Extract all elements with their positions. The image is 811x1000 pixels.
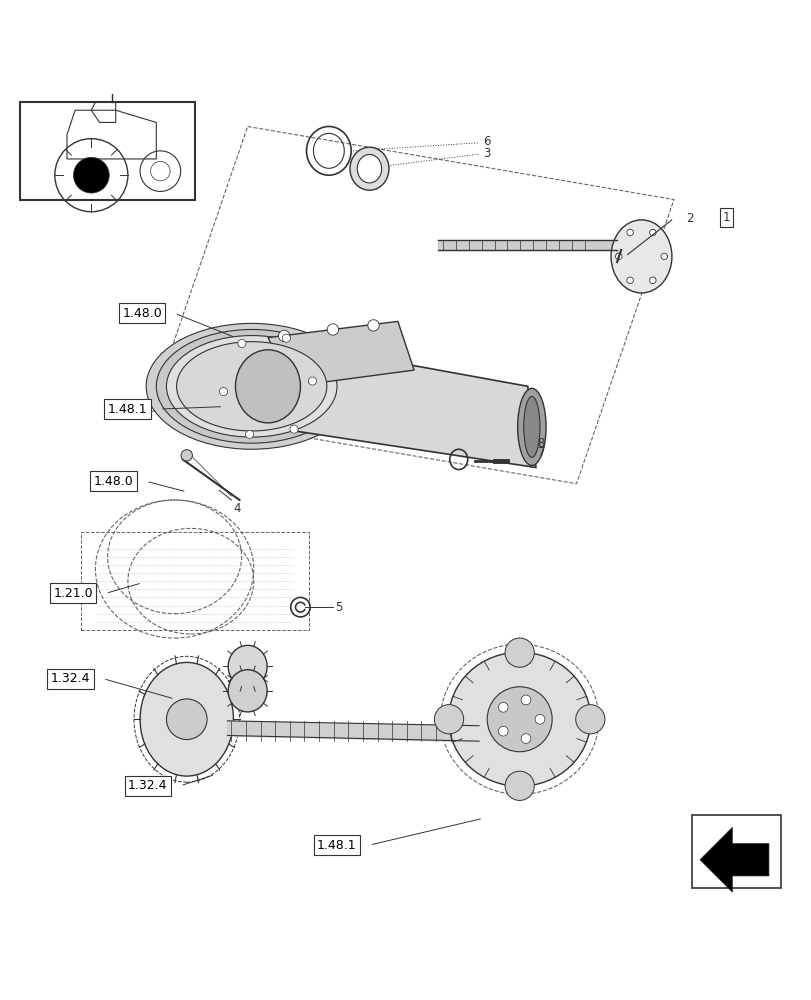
Ellipse shape xyxy=(350,147,388,190)
Circle shape xyxy=(534,714,544,724)
Ellipse shape xyxy=(156,329,346,443)
Ellipse shape xyxy=(235,350,300,423)
Circle shape xyxy=(649,229,655,236)
Circle shape xyxy=(626,277,633,284)
Circle shape xyxy=(504,638,534,667)
Circle shape xyxy=(649,277,655,284)
Text: 7: 7 xyxy=(537,446,544,459)
Circle shape xyxy=(238,339,246,348)
Circle shape xyxy=(74,157,109,193)
Circle shape xyxy=(290,425,298,433)
Ellipse shape xyxy=(228,670,267,712)
Ellipse shape xyxy=(357,154,381,183)
Polygon shape xyxy=(260,338,535,468)
Ellipse shape xyxy=(139,662,234,776)
Circle shape xyxy=(308,377,316,385)
Circle shape xyxy=(615,253,621,260)
Ellipse shape xyxy=(523,396,539,457)
Circle shape xyxy=(181,450,192,461)
Text: 1.48.0: 1.48.0 xyxy=(122,307,161,320)
Text: 3: 3 xyxy=(483,147,490,160)
Circle shape xyxy=(219,388,227,396)
Bar xyxy=(20,102,195,200)
Ellipse shape xyxy=(146,323,357,449)
Ellipse shape xyxy=(228,645,267,688)
Polygon shape xyxy=(268,321,414,386)
Circle shape xyxy=(487,687,551,752)
Text: 1.48.1: 1.48.1 xyxy=(317,839,356,852)
Text: 8: 8 xyxy=(537,437,544,450)
Ellipse shape xyxy=(611,220,671,293)
Circle shape xyxy=(278,330,290,342)
Circle shape xyxy=(282,334,290,342)
Ellipse shape xyxy=(517,388,546,465)
Text: 2: 2 xyxy=(685,212,693,225)
Circle shape xyxy=(504,771,534,800)
Circle shape xyxy=(245,430,253,438)
Text: 1.48.0: 1.48.0 xyxy=(94,475,133,488)
Text: 4: 4 xyxy=(234,502,241,515)
Circle shape xyxy=(327,324,338,335)
Circle shape xyxy=(575,705,604,734)
Text: 1: 1 xyxy=(722,211,730,224)
Circle shape xyxy=(498,702,508,712)
Circle shape xyxy=(521,734,530,743)
Bar xyxy=(691,815,780,888)
Circle shape xyxy=(521,695,530,705)
Text: 5: 5 xyxy=(335,601,342,614)
Circle shape xyxy=(434,705,463,734)
Circle shape xyxy=(660,253,667,260)
Circle shape xyxy=(626,229,633,236)
Text: 1.21.0: 1.21.0 xyxy=(54,587,92,600)
Polygon shape xyxy=(699,827,768,892)
Circle shape xyxy=(151,161,170,181)
Circle shape xyxy=(498,726,508,736)
Text: 6: 6 xyxy=(483,135,490,148)
Circle shape xyxy=(166,699,207,740)
Ellipse shape xyxy=(176,342,326,431)
Text: 1.48.1: 1.48.1 xyxy=(108,403,147,416)
Ellipse shape xyxy=(166,336,337,437)
Circle shape xyxy=(367,320,379,331)
Text: 1.32.4: 1.32.4 xyxy=(128,779,167,792)
Text: 1.32.4: 1.32.4 xyxy=(51,672,90,685)
Ellipse shape xyxy=(448,652,590,786)
